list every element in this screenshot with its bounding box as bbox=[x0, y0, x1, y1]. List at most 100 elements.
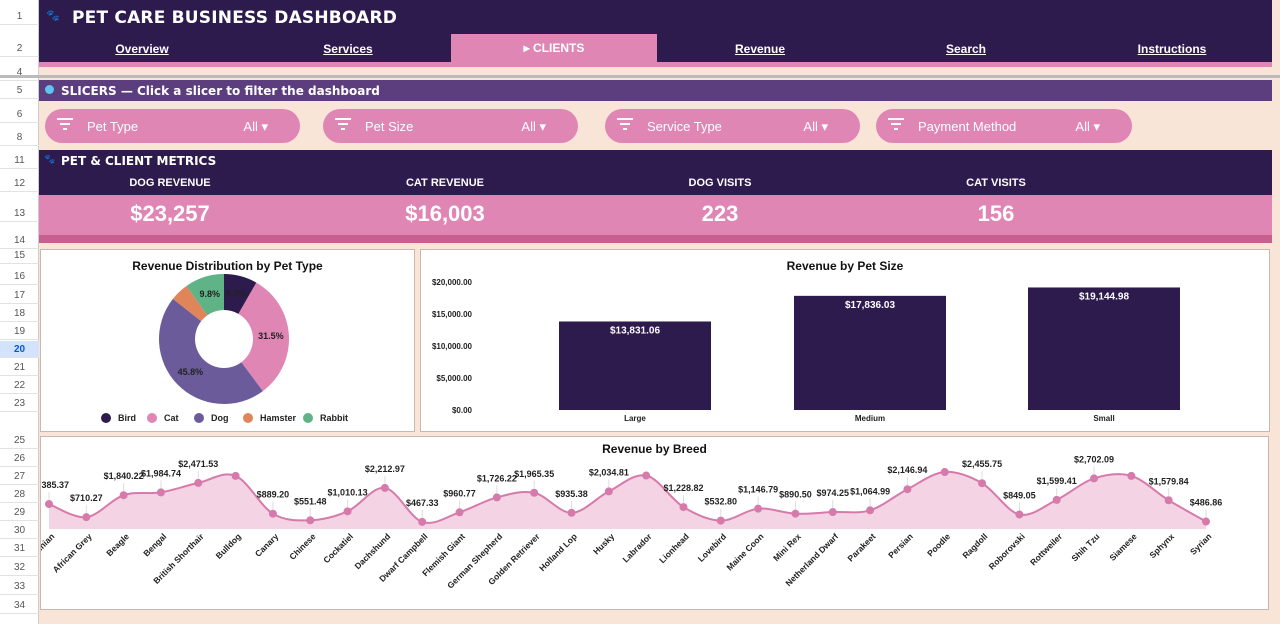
data-point[interactable] bbox=[754, 504, 763, 513]
data-point[interactable] bbox=[492, 493, 501, 502]
row-number[interactable]: 14 bbox=[0, 232, 39, 249]
tab-instructions[interactable]: Instructions bbox=[1137, 42, 1207, 56]
x-tick-label: Roborovski bbox=[987, 531, 1027, 571]
row-number[interactable]: 2 bbox=[0, 40, 39, 57]
slice-label: 31.5% bbox=[258, 331, 284, 341]
data-point[interactable] bbox=[940, 468, 949, 477]
row-number[interactable]: 18 bbox=[0, 305, 39, 322]
data-point[interactable] bbox=[716, 516, 725, 525]
row-number[interactable]: 22 bbox=[0, 377, 39, 394]
row-number[interactable]: 17 bbox=[0, 287, 39, 304]
row-number[interactable]: 27 bbox=[0, 468, 39, 485]
data-point[interactable] bbox=[530, 488, 539, 497]
tab-clients[interactable]: ▸ CLIENTS bbox=[451, 34, 657, 62]
donut-slice-cat[interactable] bbox=[238, 282, 289, 392]
row-number[interactable]: 5 bbox=[0, 82, 39, 99]
slicer-value-dropdown[interactable]: All ▾ bbox=[521, 119, 546, 134]
data-point[interactable] bbox=[1090, 474, 1099, 483]
data-point[interactable] bbox=[1015, 510, 1024, 519]
row-number[interactable]: 23 bbox=[0, 395, 39, 412]
legend-label[interactable]: Dog bbox=[211, 413, 229, 423]
paw-icon: 🐾 bbox=[46, 10, 60, 22]
donut-slice-dog[interactable] bbox=[158, 298, 263, 405]
row-number[interactable]: 29 bbox=[0, 504, 39, 521]
row-number[interactable]: 34 bbox=[0, 597, 39, 614]
row-number[interactable]: 33 bbox=[0, 578, 39, 595]
row-number[interactable]: 31 bbox=[0, 540, 39, 557]
row-number[interactable]: 30 bbox=[0, 522, 39, 539]
bar-small[interactable] bbox=[1028, 287, 1180, 410]
row-number[interactable]: 32 bbox=[0, 559, 39, 576]
row-number[interactable]: 20 bbox=[0, 341, 39, 358]
row-number[interactable]: 1 bbox=[0, 8, 39, 25]
tab-search[interactable]: Search bbox=[945, 42, 987, 56]
row-number[interactable]: 21 bbox=[0, 359, 39, 376]
row-number[interactable]: 16 bbox=[0, 268, 39, 285]
data-point[interactable] bbox=[978, 479, 987, 488]
data-point[interactable] bbox=[119, 491, 128, 500]
data-point[interactable] bbox=[380, 483, 389, 492]
data-point[interactable] bbox=[642, 471, 651, 480]
slicer-pet-size[interactable]: Pet Size All ▾ bbox=[323, 109, 578, 143]
x-tick-label: African Grey bbox=[51, 531, 94, 574]
data-point[interactable] bbox=[1127, 471, 1136, 480]
legend-label[interactable]: Cat bbox=[164, 413, 179, 423]
data-point[interactable] bbox=[1164, 496, 1173, 505]
data-point[interactable] bbox=[268, 509, 277, 518]
row-number[interactable]: 25 bbox=[0, 432, 39, 449]
data-point[interactable] bbox=[604, 487, 613, 496]
row-number[interactable]: 8 bbox=[0, 129, 39, 146]
point-data-label: $2,702.09 bbox=[1074, 454, 1114, 464]
data-point[interactable] bbox=[791, 509, 800, 518]
data-point[interactable] bbox=[828, 508, 837, 517]
legend-label[interactable]: Rabbit bbox=[320, 413, 348, 423]
data-point[interactable] bbox=[231, 471, 240, 480]
data-point[interactable] bbox=[418, 517, 427, 526]
data-point[interactable] bbox=[455, 508, 464, 517]
row-number[interactable]: 4 bbox=[0, 64, 39, 81]
row-number[interactable]: 19 bbox=[0, 323, 39, 340]
data-point[interactable] bbox=[1202, 517, 1210, 526]
slicer-value-dropdown[interactable]: All ▾ bbox=[243, 119, 268, 134]
slicers-header: SLICERS — Click a slicer to filter the d… bbox=[39, 80, 1272, 101]
legend-marker bbox=[303, 413, 313, 423]
row-number[interactable]: 12 bbox=[0, 175, 39, 192]
freeze-divider[interactable] bbox=[0, 75, 1280, 78]
row-number[interactable]: 15 bbox=[0, 247, 39, 264]
data-point[interactable] bbox=[194, 478, 203, 487]
legend-label[interactable]: Bird bbox=[118, 413, 136, 423]
row-number[interactable]: 6 bbox=[0, 106, 39, 123]
slicer-payment-method[interactable]: Payment Method All ▾ bbox=[876, 109, 1132, 143]
slicer-value-dropdown[interactable]: All ▾ bbox=[803, 119, 828, 134]
data-point[interactable] bbox=[343, 507, 352, 516]
donut-slice-hamster[interactable] bbox=[172, 285, 208, 322]
row-number[interactable]: 11 bbox=[0, 152, 39, 169]
data-point[interactable] bbox=[156, 488, 165, 497]
data-point[interactable] bbox=[567, 508, 576, 517]
point-data-label: $890.50 bbox=[779, 490, 812, 500]
donut-slice-rabbit[interactable] bbox=[186, 274, 224, 316]
legend-label[interactable]: Hamster bbox=[260, 413, 297, 423]
data-point[interactable] bbox=[306, 516, 315, 525]
x-tick-label: Siamese bbox=[1107, 531, 1139, 563]
data-point[interactable] bbox=[866, 506, 875, 515]
data-point[interactable] bbox=[679, 503, 688, 512]
data-point[interactable] bbox=[1052, 495, 1061, 504]
tab-services[interactable]: Services bbox=[323, 42, 373, 56]
data-point[interactable] bbox=[903, 485, 912, 494]
bar-data-label: $17,836.03 bbox=[845, 300, 895, 311]
data-point[interactable] bbox=[45, 500, 53, 509]
row-number[interactable]: 26 bbox=[0, 450, 39, 467]
row-number[interactable]: 13 bbox=[0, 205, 39, 222]
slicer-service-type[interactable]: Service Type All ▾ bbox=[605, 109, 860, 143]
row-number[interactable]: 28 bbox=[0, 486, 39, 503]
bar-medium[interactable] bbox=[794, 295, 946, 410]
tab-overview[interactable]: Overview bbox=[115, 42, 169, 56]
data-point[interactable] bbox=[82, 513, 91, 522]
chart-title: Revenue Distribution by Pet Type bbox=[132, 259, 323, 273]
bar-large[interactable] bbox=[559, 321, 711, 410]
slicer-value-dropdown[interactable]: All ▾ bbox=[1075, 119, 1100, 134]
tab-revenue[interactable]: Revenue bbox=[734, 42, 786, 56]
donut-slice-bird[interactable] bbox=[224, 274, 257, 314]
slicer-pet-type[interactable]: Pet Type All ▾ bbox=[45, 109, 300, 143]
